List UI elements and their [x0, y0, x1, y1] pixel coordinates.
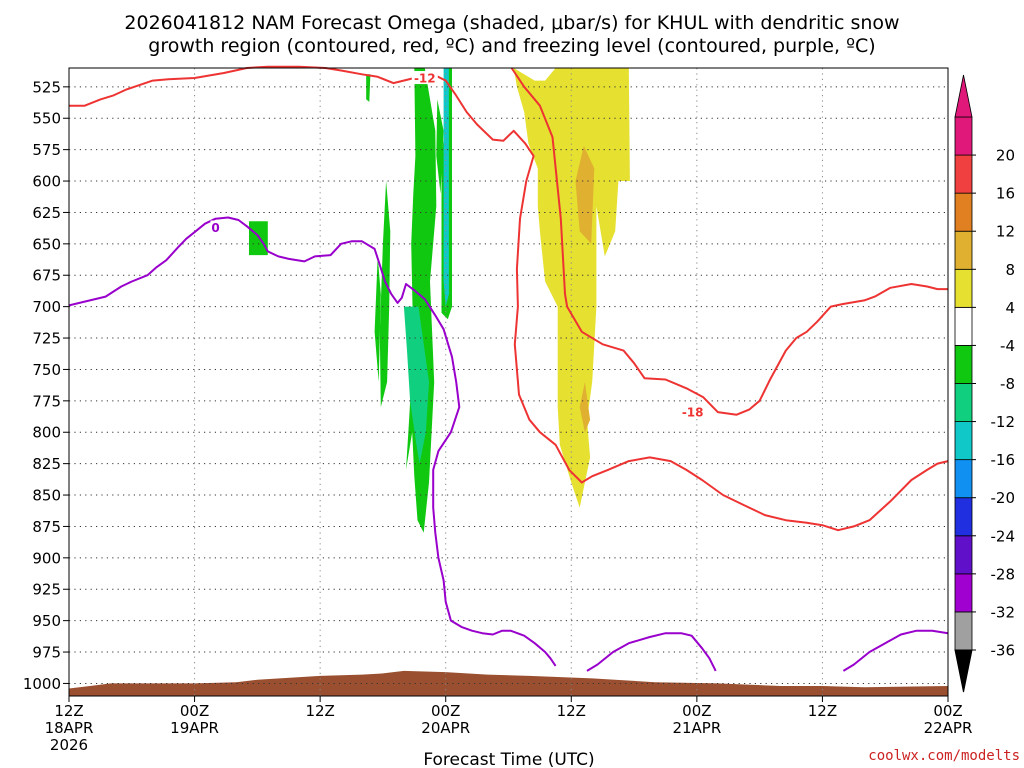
colorbar-label-8: -4 — [1000, 337, 1015, 355]
colorbar-label-3: -24 — [991, 527, 1016, 545]
colorbar-swatch-10 — [954, 230, 973, 270]
omega-region-7 — [403, 306, 429, 464]
colorbar-label-2: -28 — [991, 565, 1016, 583]
x-tick-label-72-1: 12Z — [808, 702, 837, 720]
contour-line-0 — [69, 65, 949, 532]
omega-region-1 — [406, 68, 437, 533]
y-tick-label-775: 775 — [32, 392, 61, 410]
colorbar-swatch-7 — [954, 345, 973, 384]
terrain-surface — [69, 670, 948, 696]
colorbar-arrow-high — [954, 74, 973, 118]
x-tick-label-36-2: 20APR — [421, 719, 470, 737]
y-tick-label-575: 575 — [32, 141, 61, 159]
x-tick-label-60-1: 00Z — [682, 702, 711, 720]
colorbar-label-12: 16 — [996, 185, 1015, 203]
grid-lines — [69, 68, 948, 696]
temperature-contours: -12 -18 0 — [68, 65, 949, 672]
colorbar-arrow-low — [954, 649, 973, 693]
colorbar-swatch-6 — [954, 383, 973, 422]
omega-region-5 — [366, 74, 371, 102]
y-tick-label-875: 875 — [32, 518, 61, 536]
colorbar-swatch-8 — [954, 306, 973, 346]
x-tick-label-0-1: 12Z — [54, 702, 83, 720]
colorbar-swatch-3 — [954, 497, 973, 537]
contour-label-bg-1 — [679, 405, 706, 419]
colorbar-label-9: 4 — [1005, 299, 1015, 317]
y-tick-label-700: 700 — [32, 298, 61, 316]
contour-line-3 — [586, 632, 717, 672]
x-tick-label-36-1: 00Z — [431, 702, 460, 720]
credit-text: coolwx.com/modelts — [868, 748, 1020, 764]
contour-label-bg-0 — [411, 71, 438, 85]
colorbar-swatch-9 — [954, 268, 973, 308]
colorbar-swatch-4 — [954, 459, 973, 499]
y-tick-label-825: 825 — [32, 455, 61, 473]
y-tick-label-750: 750 — [32, 361, 61, 379]
contour-line-1 — [510, 67, 948, 416]
y-tick-label-800: 800 — [32, 424, 61, 442]
colorbar: -36 -32 -28 -24 -20 -16 -12 -8 -4 4 8 12 16 20 — [954, 74, 1016, 693]
omega-region-11 — [579, 382, 591, 433]
x-tick-label-12-2: 19APR — [170, 719, 219, 737]
omega-region-9 — [513, 68, 630, 508]
colorbar-swatch-11 — [954, 192, 973, 232]
y-tick-label-725: 725 — [32, 330, 61, 348]
contour-line-2 — [68, 216, 557, 667]
chart-title-line1: 2026041812 NAM Forecast Omega (shaded, μ… — [124, 12, 899, 34]
x-axis-title: Forecast Time (UTC) — [423, 750, 594, 768]
colorbar-swatch-5 — [954, 421, 973, 461]
x-tick-label-12-1: 00Z — [180, 702, 209, 720]
colorbar-label-4: -20 — [991, 489, 1016, 507]
omega-region-4 — [436, 99, 444, 194]
y-tick-label-675: 675 — [32, 267, 61, 285]
x-tick-label-0-3: 2026 — [50, 736, 88, 754]
colorbar-label-13: 20 — [996, 147, 1015, 165]
colorbar-swatch-2 — [954, 535, 973, 575]
omega-region-10 — [575, 145, 595, 244]
contour-label-2: 0 — [211, 221, 219, 235]
y-tick-label-650: 650 — [32, 235, 61, 253]
omega-region-2 — [379, 181, 391, 408]
omega-region-8 — [443, 68, 449, 307]
contour-label-1: -18 — [682, 406, 704, 420]
colorbar-label-11: 12 — [996, 223, 1015, 241]
colorbar-label-5: -16 — [991, 451, 1016, 469]
colorbar-swatch-13 — [954, 116, 973, 156]
x-tick-label-84-2: 22APR — [924, 719, 973, 737]
y-tick-label-900: 900 — [32, 549, 61, 567]
colorbar-swatch-12 — [954, 154, 973, 194]
y-tick-label-850: 850 — [32, 487, 61, 505]
omega-region-3 — [374, 256, 381, 382]
colorbar-swatch-0 — [954, 611, 973, 651]
omega-shading — [249, 68, 630, 533]
y-tick-label-950: 950 — [32, 612, 61, 630]
contour-label-bg-2 — [210, 220, 221, 234]
y-axis: 525 550 575 600 625 650 675 700 725 750 775 800 825 8… — [23, 78, 69, 693]
terrain-layer — [69, 670, 948, 696]
y-tick-label-925: 925 — [32, 581, 61, 599]
chart-title-line2: growth region (contoured, red, ºC) and f… — [148, 35, 875, 57]
y-tick-label-525: 525 — [32, 78, 61, 96]
y-tick-label-975: 975 — [32, 644, 61, 662]
colorbar-swatch-1 — [954, 573, 973, 613]
colorbar-label-6: -12 — [991, 413, 1016, 431]
x-tick-label-24-1: 12Z — [305, 702, 334, 720]
contour-line-4 — [842, 629, 949, 672]
y-tick-label-550: 550 — [32, 110, 61, 128]
x-tick-label-84-1: 00Z — [933, 702, 962, 720]
colorbar-label-1: -32 — [991, 603, 1016, 621]
contour-label-0: -12 — [414, 72, 436, 86]
x-tick-label-48-1: 12Z — [557, 702, 586, 720]
colorbar-label-10: 8 — [1005, 261, 1015, 279]
y-tick-label-1000: 1000 — [23, 675, 61, 693]
y-tick-label-600: 600 — [32, 173, 61, 191]
x-tick-label-60-2: 21APR — [672, 719, 721, 737]
plot-frame — [68, 67, 949, 697]
x-tick-label-0-2: 18APR — [45, 719, 94, 737]
colorbar-label-7: -8 — [1000, 375, 1015, 393]
y-tick-label-625: 625 — [32, 204, 61, 222]
colorbar-label-0: -36 — [991, 642, 1016, 660]
